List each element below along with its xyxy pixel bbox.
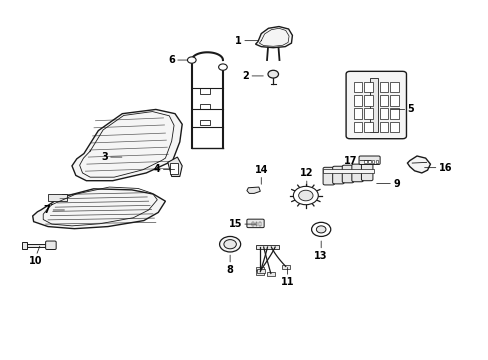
Bar: [256, 269, 264, 273]
Bar: [21, 242, 27, 249]
Text: 15: 15: [228, 219, 242, 229]
Text: 2: 2: [242, 71, 249, 81]
Bar: [364, 122, 372, 132]
Bar: [389, 82, 398, 92]
Text: 8: 8: [226, 265, 233, 275]
Bar: [200, 120, 209, 125]
Text: 17: 17: [343, 156, 356, 166]
Bar: [389, 108, 398, 119]
Bar: [281, 265, 289, 269]
Text: 11: 11: [280, 277, 294, 287]
Circle shape: [298, 190, 312, 201]
Bar: [369, 78, 377, 132]
Bar: [200, 88, 209, 94]
Bar: [259, 222, 261, 226]
Bar: [322, 170, 374, 173]
FancyBboxPatch shape: [346, 71, 406, 139]
Bar: [256, 267, 263, 271]
Circle shape: [224, 240, 236, 249]
FancyBboxPatch shape: [361, 163, 372, 181]
Bar: [255, 244, 279, 249]
Bar: [379, 108, 387, 119]
Polygon shape: [246, 187, 260, 193]
Polygon shape: [33, 189, 165, 229]
FancyBboxPatch shape: [332, 166, 344, 184]
Polygon shape: [407, 156, 429, 173]
FancyBboxPatch shape: [351, 164, 363, 182]
Bar: [251, 222, 253, 226]
Polygon shape: [72, 109, 182, 181]
Circle shape: [316, 226, 325, 233]
Bar: [24, 243, 50, 247]
Text: 7: 7: [43, 205, 50, 215]
Circle shape: [311, 222, 330, 237]
FancyBboxPatch shape: [45, 241, 56, 249]
FancyBboxPatch shape: [246, 219, 264, 228]
Bar: [48, 194, 67, 201]
FancyBboxPatch shape: [342, 165, 353, 183]
Text: 3: 3: [101, 152, 108, 162]
Bar: [256, 270, 264, 275]
Bar: [367, 160, 370, 163]
FancyBboxPatch shape: [323, 167, 334, 185]
Text: 12: 12: [300, 168, 313, 178]
Text: 14: 14: [254, 165, 267, 175]
Bar: [353, 95, 362, 105]
Bar: [364, 95, 372, 105]
Bar: [371, 160, 374, 163]
Bar: [389, 122, 398, 132]
Bar: [379, 82, 387, 92]
Text: 9: 9: [392, 179, 399, 189]
Circle shape: [218, 64, 227, 70]
Text: 4: 4: [154, 165, 160, 174]
Text: 6: 6: [168, 55, 175, 65]
Text: 16: 16: [438, 163, 451, 173]
Text: 1: 1: [235, 36, 242, 46]
Bar: [379, 95, 387, 105]
Circle shape: [219, 237, 240, 252]
Bar: [389, 95, 398, 105]
Bar: [353, 82, 362, 92]
Polygon shape: [167, 157, 182, 176]
Text: 10: 10: [29, 256, 43, 266]
Circle shape: [267, 70, 278, 78]
Bar: [169, 163, 178, 174]
Polygon shape: [255, 27, 292, 48]
FancyBboxPatch shape: [358, 156, 379, 165]
Bar: [375, 160, 377, 163]
Bar: [266, 272, 274, 276]
Bar: [353, 108, 362, 119]
Bar: [379, 122, 387, 132]
Circle shape: [187, 57, 196, 63]
Bar: [200, 104, 209, 109]
Bar: [364, 108, 372, 119]
Text: 5: 5: [407, 104, 413, 114]
Bar: [255, 222, 257, 226]
Text: 13: 13: [314, 251, 327, 261]
Bar: [364, 160, 366, 163]
Bar: [353, 122, 362, 132]
Bar: [364, 82, 372, 92]
Circle shape: [293, 186, 318, 205]
